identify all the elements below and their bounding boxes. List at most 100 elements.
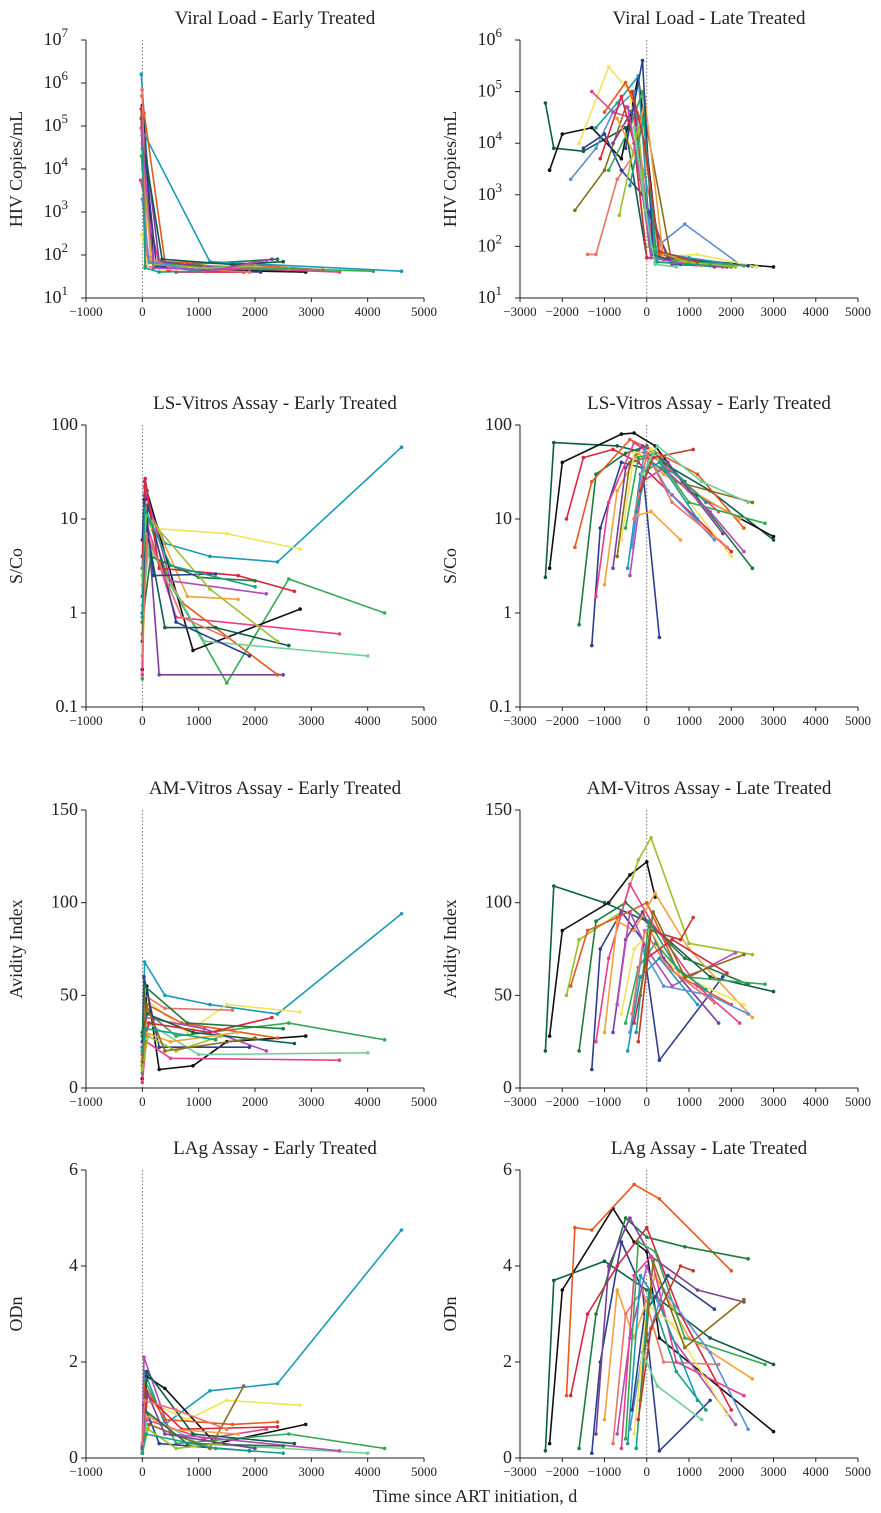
data-point [185,1030,190,1035]
data-point [174,620,178,624]
data-point [737,517,742,521]
data-point [657,1058,662,1062]
data-point [142,506,147,511]
data-point [219,1034,223,1038]
panel-title: LS-Vitros Assay - Early Treated [153,393,397,414]
y-tick-exponent: 3 [62,197,69,212]
x-tick-label: −1000 [588,1094,621,1109]
data-point [543,575,548,580]
data-point [577,141,581,145]
x-tick-label: 1000 [676,304,702,319]
data-point [602,1417,607,1422]
data-point [142,960,147,964]
data-point [602,1030,607,1035]
y-tick-label: 101 [44,283,69,307]
data-point [670,937,674,942]
data-point [695,1002,700,1007]
data-point [746,1257,750,1261]
x-tick-label: 5000 [411,1464,437,1479]
data-point [399,445,404,450]
x-tick-label: 3000 [761,304,787,319]
data-point [174,1034,178,1038]
data-point [746,1427,750,1431]
data-point [275,1012,280,1016]
data-point [598,156,603,161]
data-point [763,1362,767,1367]
data-point [691,447,695,452]
y-tick-base: 10 [478,287,496,307]
data-point [225,1398,229,1403]
x-tick-label: 1000 [186,713,212,728]
series-line [631,1274,715,1411]
data-point [623,146,628,150]
data-point [151,266,156,270]
x-tick-label: 4000 [803,713,829,728]
series-line [141,1399,228,1444]
x-tick-label: 2000 [718,1094,744,1109]
data-point [140,1034,145,1038]
data-point [140,673,145,677]
data-point [674,265,679,269]
data-point [191,1064,195,1068]
data-point [625,566,630,570]
x-tick-label: 5000 [411,713,437,728]
data-point [275,560,280,564]
series-line [641,445,749,504]
data-point [337,1058,342,1062]
data-point [695,517,700,521]
data-point [628,183,632,188]
data-point [174,1446,178,1451]
data-point [208,587,212,591]
data-point [771,538,776,542]
data-point [725,1413,729,1417]
series-line [565,1183,732,1396]
data-point [708,264,712,268]
x-tick-label: −3000 [503,304,536,319]
data-point [642,928,647,933]
data-point [638,1273,643,1278]
data-point [264,258,269,263]
data-point [632,125,636,130]
x-tick-label: −3000 [503,1094,536,1109]
y-tick-base: 10 [44,201,62,221]
data-point [708,993,712,998]
y-tick-label: 0 [69,1077,78,1097]
data-point [645,900,649,905]
data-point [174,1408,178,1412]
data-point [547,566,552,570]
data-point [191,648,195,653]
data-point [628,910,632,914]
data-point [657,252,662,257]
data-point [399,912,404,916]
data-point [140,1060,145,1064]
data-point [708,509,712,514]
data-point [737,1021,742,1025]
y-axis-label: HIV Copies/mL [440,111,460,227]
data-point [253,1036,257,1040]
data-point [640,1350,645,1355]
panel-title: AM-Vitros Assay - Late Treated [587,778,832,799]
y-tick-label: 105 [478,77,503,101]
data-point [151,573,156,578]
y-tick-label: 100 [485,892,512,912]
data-point [163,1432,167,1436]
x-tick-label: −1000 [69,1464,102,1479]
data-point [585,1312,590,1316]
series-line [141,122,273,269]
series-line [595,883,741,1042]
data-point [281,259,286,264]
data-point [225,531,229,536]
data-point [657,1449,662,1453]
data-point [594,146,598,150]
series-line [141,985,284,1037]
x-tick-label: −3000 [503,713,536,728]
data-point [636,1417,641,1422]
x-tick-label: −1000 [588,713,621,728]
data-point [619,94,624,99]
data-point [615,554,619,559]
data-point [594,252,598,257]
data-point [655,260,660,264]
data-point [632,517,636,521]
data-point [606,168,611,172]
